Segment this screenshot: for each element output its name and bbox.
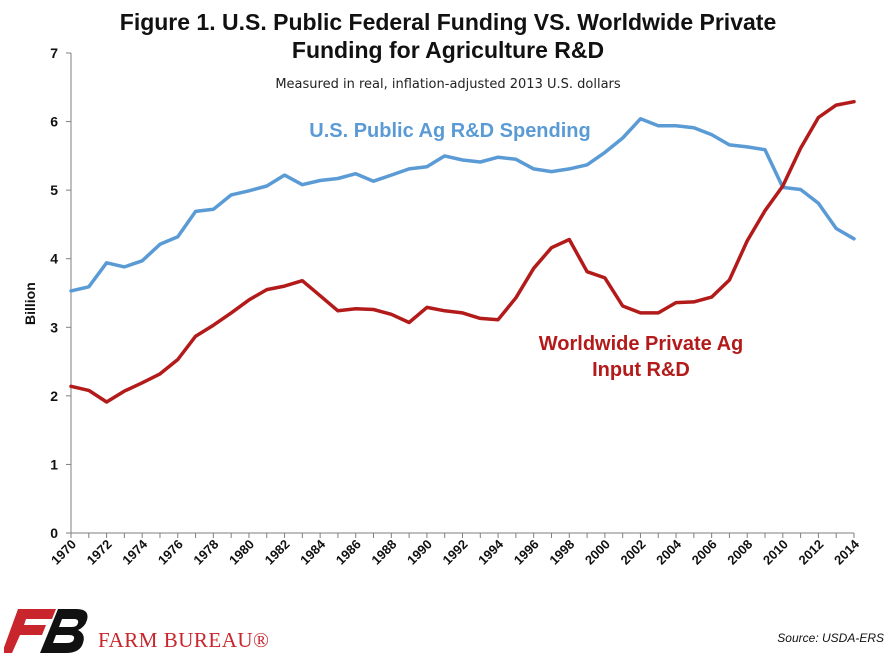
x-tick-label: 1992 <box>440 537 471 568</box>
chart-title: Figure 1. U.S. Public Federal Funding VS… <box>0 8 896 64</box>
y-tick-label: 5 <box>50 182 58 198</box>
brand-name: FARM BUREAU® <box>98 628 270 652</box>
series-line-2 <box>69 99 856 404</box>
x-tick-label: 1970 <box>48 537 79 568</box>
x-tick-label: 1988 <box>368 537 399 568</box>
y-tick-label: 0 <box>50 525 58 541</box>
y-tick-label: 4 <box>50 251 58 267</box>
x-tick-label: 1984 <box>297 536 329 568</box>
x-tick-label: 1998 <box>546 537 577 568</box>
y-tick-label: 6 <box>50 114 58 130</box>
x-tick-label: 1990 <box>404 537 435 568</box>
x-tick-label: 1986 <box>333 537 364 568</box>
source-note: Source: USDA-ERS <box>777 631 884 645</box>
farm-bureau-logo-icon <box>4 609 88 653</box>
x-tick-label: 1978 <box>190 537 221 568</box>
y-tick-label: 1 <box>50 456 58 472</box>
x-tick-label: 1996 <box>511 537 542 568</box>
x-tick-label: 1982 <box>262 537 293 568</box>
y-tick-label: 7 <box>50 45 58 61</box>
series-label-2: Worldwide Private Ag <box>539 333 743 355</box>
x-tick-label: 1972 <box>84 537 115 568</box>
series-line-1 <box>69 117 856 293</box>
chart-title-line-1: Figure 1. U.S. Public Federal Funding VS… <box>119 9 777 35</box>
chart-title-line-2: Funding for Agriculture R&D <box>291 37 605 63</box>
x-tick-label: 2004 <box>653 536 685 568</box>
x-tick-label: 1994 <box>475 536 507 568</box>
y-tick-label: 2 <box>50 388 58 404</box>
chart-subtitle: Measured in real, inflation-adjusted 201… <box>275 77 621 92</box>
series-label-1: U.S. Public Ag R&D Spending <box>309 120 590 142</box>
series-label-2: Input R&D <box>592 359 690 381</box>
x-tick-label: 1976 <box>155 537 186 568</box>
x-tick-label: 1980 <box>226 537 257 568</box>
x-tick-label: 2008 <box>724 537 755 568</box>
y-axis-label: Billion <box>22 282 38 325</box>
x-tick-label: 2012 <box>795 537 826 568</box>
x-tick-label: 2006 <box>689 537 720 568</box>
x-tick-label: 2014 <box>831 536 863 568</box>
x-tick-label: 2010 <box>760 537 791 568</box>
x-tick-label: 2000 <box>582 537 613 568</box>
y-tick-label: 3 <box>50 319 58 335</box>
x-tick-label: 2002 <box>618 537 649 568</box>
x-tick-label: 1974 <box>119 536 151 568</box>
